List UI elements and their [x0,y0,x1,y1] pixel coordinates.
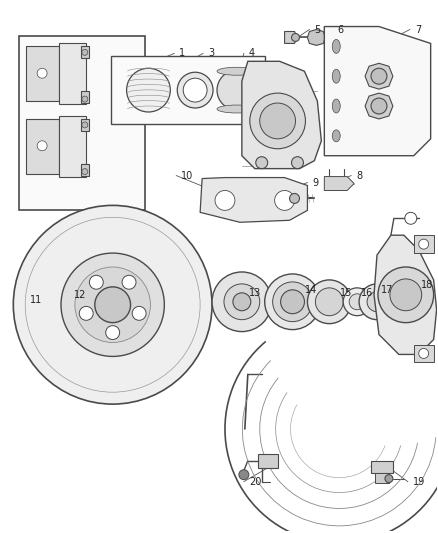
Circle shape [61,253,164,357]
Circle shape [290,193,300,204]
Circle shape [307,280,351,324]
Bar [371,461,393,473]
Polygon shape [365,93,393,119]
Bar [81,164,89,175]
Circle shape [37,68,47,78]
Bar [19,36,145,211]
Text: 5: 5 [314,25,321,35]
Circle shape [265,274,320,329]
Text: 12: 12 [74,290,86,300]
Polygon shape [285,31,297,43]
Text: 17: 17 [381,285,393,295]
Circle shape [405,212,417,224]
Text: 18: 18 [421,280,433,290]
Text: 1: 1 [179,49,185,58]
Circle shape [37,141,47,151]
Polygon shape [26,119,59,174]
Text: 7: 7 [415,25,421,35]
Circle shape [419,349,429,358]
Circle shape [212,272,272,332]
Bar [414,344,434,362]
Polygon shape [59,116,86,176]
Text: 20: 20 [249,477,261,487]
Circle shape [359,284,395,320]
Text: 16: 16 [361,288,373,298]
Ellipse shape [332,69,340,83]
Bar [111,56,265,124]
Circle shape [250,93,305,149]
Polygon shape [307,29,325,45]
Circle shape [82,122,88,128]
Text: 9: 9 [312,177,318,188]
Circle shape [292,157,304,168]
Circle shape [390,279,422,311]
Circle shape [89,275,103,289]
Polygon shape [324,27,431,156]
Circle shape [256,157,268,168]
Ellipse shape [217,105,257,113]
Text: 11: 11 [30,295,42,305]
Circle shape [122,275,136,289]
Ellipse shape [332,39,340,53]
Circle shape [79,306,93,320]
Circle shape [371,98,387,114]
Circle shape [75,267,150,343]
Circle shape [132,306,146,320]
Circle shape [224,284,260,320]
Bar [258,454,278,468]
Circle shape [217,70,257,110]
Ellipse shape [332,130,340,142]
Circle shape [82,96,88,102]
Circle shape [367,292,387,312]
Circle shape [343,288,371,316]
Text: 4: 4 [249,49,255,58]
Polygon shape [374,235,437,354]
Text: 19: 19 [413,477,425,487]
Bar [414,235,434,253]
Text: 3: 3 [208,49,214,58]
Bar [81,46,89,58]
Circle shape [215,190,235,211]
Circle shape [82,50,88,55]
Circle shape [273,282,312,321]
Bar [81,91,89,103]
Circle shape [292,34,300,42]
Circle shape [13,205,212,404]
Bar [81,119,89,131]
Text: 6: 6 [337,25,343,35]
Polygon shape [26,46,59,101]
Circle shape [315,288,343,316]
Polygon shape [365,63,393,89]
Circle shape [38,303,48,313]
Circle shape [385,475,393,482]
Circle shape [127,68,170,112]
Text: 15: 15 [340,288,353,298]
Circle shape [260,103,296,139]
Text: 10: 10 [181,171,194,181]
Circle shape [378,267,434,322]
Circle shape [239,470,249,480]
Ellipse shape [217,67,257,75]
Text: 14: 14 [304,285,317,295]
Circle shape [281,290,304,314]
Polygon shape [242,61,321,168]
Text: 13: 13 [249,288,261,298]
Circle shape [419,239,429,249]
Circle shape [233,293,251,311]
Text: 8: 8 [356,171,362,181]
Circle shape [106,326,120,340]
Circle shape [82,168,88,175]
Circle shape [95,287,131,322]
Circle shape [371,68,387,84]
Polygon shape [59,43,86,104]
Circle shape [183,78,207,102]
Circle shape [177,72,213,108]
Circle shape [349,294,365,310]
Ellipse shape [332,99,340,113]
Bar [375,473,389,482]
Polygon shape [324,176,354,190]
Polygon shape [200,177,307,222]
Circle shape [275,190,294,211]
Circle shape [25,217,200,392]
